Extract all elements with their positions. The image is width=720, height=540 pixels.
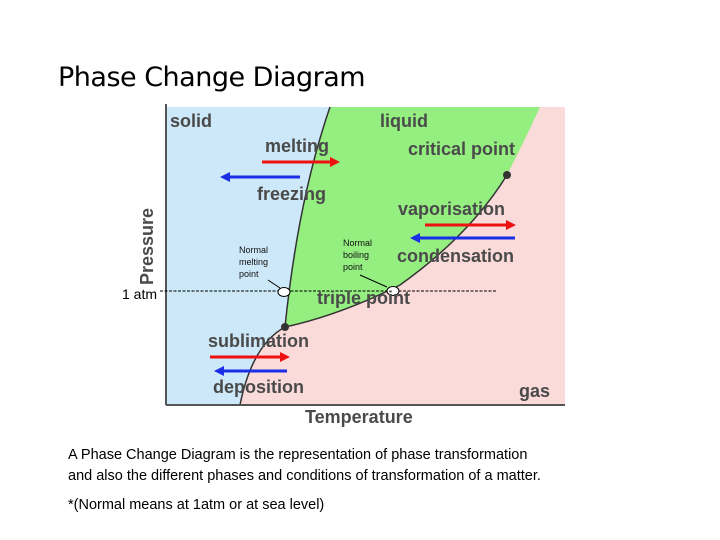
caption-line: and also the different phases and condit… (68, 468, 541, 484)
y-axis-title: Pressure (137, 208, 157, 285)
point-note: melting (239, 257, 268, 267)
slide-title: Phase Change Diagram (58, 62, 366, 93)
arrow-head (280, 352, 290, 362)
process-label: melting (265, 136, 329, 156)
point-note: Normal (343, 238, 372, 248)
process-label: sublimation (208, 331, 309, 351)
point-note: point (343, 262, 363, 272)
point-note: Normal (239, 245, 268, 255)
arrow-head (220, 172, 230, 182)
arrows (210, 157, 516, 376)
phase-label: liquid (380, 111, 428, 131)
x-axis-title: Temperature (305, 407, 413, 427)
arrow-head (330, 157, 340, 167)
point-label: critical point (408, 139, 515, 159)
process-label: freezing (257, 184, 326, 204)
arrow-head (506, 220, 516, 230)
point-note: point (239, 269, 259, 279)
liquid-region (285, 107, 540, 327)
normal-melting-point (277, 287, 291, 297)
solid-region (166, 107, 330, 405)
process-label: condensation (397, 246, 514, 266)
pointer (359, 274, 388, 288)
point-note: boiling (343, 250, 369, 260)
process-label: deposition (213, 377, 304, 397)
pointer (267, 279, 281, 289)
phase-label: gas (519, 381, 550, 401)
arrow-head (214, 366, 224, 376)
arrow-head (410, 233, 420, 243)
point-label: triple point (317, 288, 410, 308)
critical-point-dot (503, 171, 511, 179)
note: *(Normal means at 1atm or at sea level) (68, 497, 325, 513)
phase-boundary (239, 106, 331, 406)
caption-line: A Phase Change Diagram is the representa… (68, 447, 528, 463)
phase-label: solid (170, 111, 212, 131)
process-label: vaporisation (398, 199, 505, 219)
triple-point-dot (281, 323, 289, 331)
normal-boiling-point (386, 286, 400, 296)
pressure-label: 1 atm (122, 286, 157, 302)
phase-boundary (284, 174, 508, 328)
